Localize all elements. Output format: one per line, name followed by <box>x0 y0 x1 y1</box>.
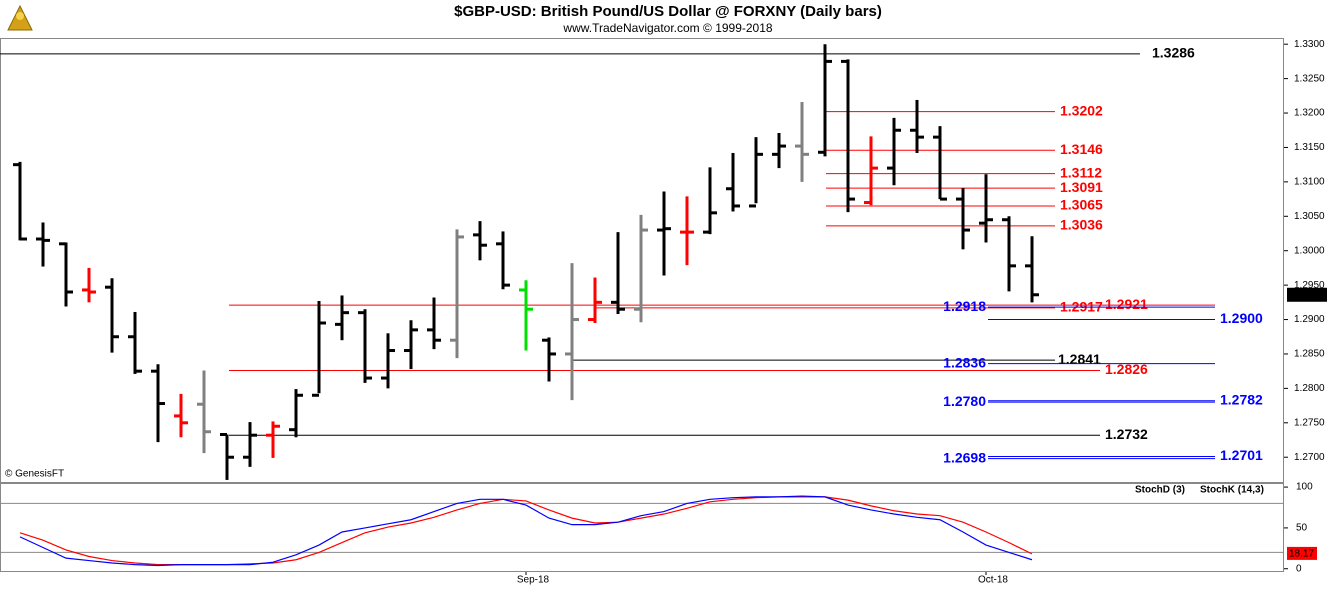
level-label: 1.2918 <box>943 298 986 314</box>
level-label: 1.2841 <box>1058 351 1101 367</box>
level-label: 1.3065 <box>1060 197 1103 213</box>
logo <box>7 4 33 31</box>
last-price-label: 1.2936 <box>1290 289 1321 300</box>
price-panel <box>0 38 1284 483</box>
legend-entry: StochK (14,3) <box>1200 485 1264 496</box>
y-tick-label: 1.3250 <box>1294 73 1325 84</box>
y-tick-label: 1.3300 <box>1294 39 1325 50</box>
level-label: 1.3091 <box>1060 179 1103 195</box>
y-tick-label: 1.2700 <box>1294 452 1325 463</box>
y-tick-label: 1.2800 <box>1294 383 1325 394</box>
level-label: 1.2917 <box>1060 299 1103 315</box>
y-tick-label: 1.3000 <box>1294 245 1325 256</box>
level-label: 1.3036 <box>1060 217 1103 233</box>
level-label: 1.2732 <box>1105 426 1148 442</box>
x-tick-label: Oct-18 <box>978 575 1008 586</box>
level-label: 1.2826 <box>1105 361 1148 377</box>
y-tick-label: 1.2950 <box>1294 280 1325 291</box>
y-tick-label: 1.2900 <box>1294 314 1325 325</box>
y-tick-label: 1.2850 <box>1294 349 1325 360</box>
level-label: 1.2698 <box>943 449 986 465</box>
chart-title: $GBP-USD: British Pound/US Dollar @ FORX… <box>454 3 882 20</box>
legend-entry: StochD (3) <box>1135 485 1185 496</box>
stoch-line <box>19 495 1033 567</box>
chart-subtitle: www.TradeNavigator.com © 1999-2018 <box>562 21 772 35</box>
level-label: 1.2780 <box>943 393 986 409</box>
level-label: 1.3286 <box>1152 45 1195 61</box>
y-tick-label: 1.2750 <box>1294 417 1325 428</box>
y-tick-label: 1.3100 <box>1294 177 1325 188</box>
last-value-label: 18.17 <box>1289 549 1314 560</box>
last-price-box <box>1287 287 1327 302</box>
y-tick-label: 50 <box>1296 523 1308 534</box>
x-tick-label: Sep-18 <box>517 575 550 586</box>
level-label: 1.3202 <box>1060 102 1103 118</box>
level-label: 1.2701 <box>1220 447 1263 463</box>
y-tick-label: 100 <box>1296 482 1313 493</box>
level-label: 1.2782 <box>1220 391 1263 407</box>
last-value-box <box>1287 546 1317 560</box>
y-tick-label: 1.3050 <box>1294 211 1325 222</box>
level-label: 1.3112 <box>1060 164 1102 180</box>
level-label: 1.3146 <box>1060 141 1103 157</box>
level-label: 1.2921 <box>1105 296 1148 312</box>
stoch-panel <box>0 483 1284 572</box>
y-tick-label: 1.3150 <box>1294 142 1325 153</box>
y-tick-label: 0 <box>1296 563 1302 574</box>
y-tick-label: 1.3200 <box>1294 108 1325 119</box>
watermark: © GenesisFT <box>5 469 64 480</box>
level-label: 1.2836 <box>943 354 986 370</box>
level-label: 1.2900 <box>1220 310 1263 326</box>
